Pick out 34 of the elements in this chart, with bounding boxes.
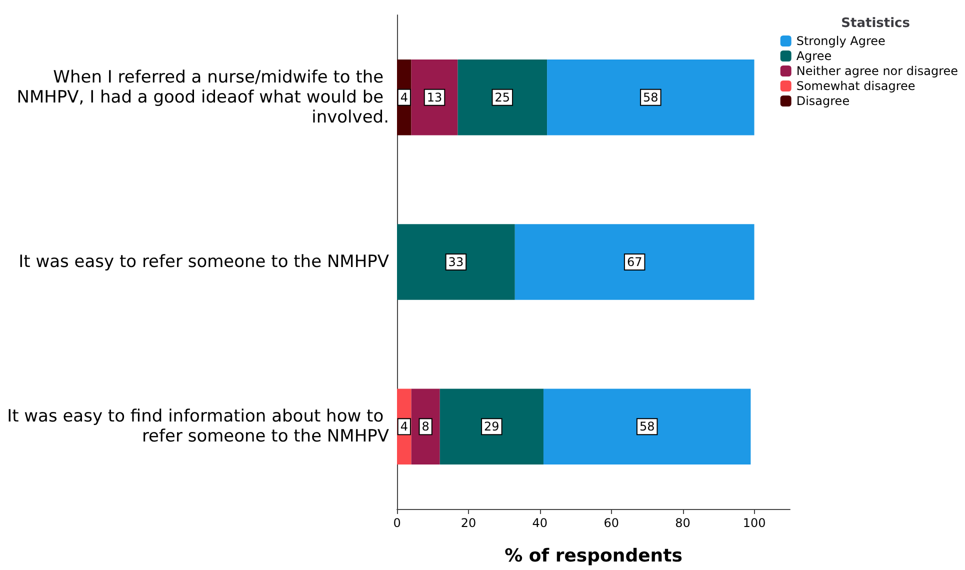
data-label: 25 xyxy=(494,90,510,104)
x-tick-label: 100 xyxy=(742,516,766,530)
data-label: 8 xyxy=(422,420,430,434)
data-label: 33 xyxy=(448,255,464,269)
x-tick-label: 20 xyxy=(460,516,476,530)
bar xyxy=(514,224,754,300)
legend-label: Somewhat disagree xyxy=(796,79,916,93)
legend-title: Statistics xyxy=(841,16,910,31)
data-label: 58 xyxy=(643,90,658,104)
bar xyxy=(543,388,751,465)
data-label: 4 xyxy=(400,90,408,104)
x-axis-title: % of respondents xyxy=(504,546,682,566)
x-tick-label: 60 xyxy=(604,516,620,530)
legend-label: Strongly Agree xyxy=(796,34,886,48)
legend-label: Agree xyxy=(796,49,832,63)
y-tick-label: It was easy to find information about how to refer someone to the NMHPV xyxy=(7,406,390,447)
data-label: 67 xyxy=(626,255,642,269)
data-label: 13 xyxy=(426,90,442,104)
data-label: 29 xyxy=(484,420,500,434)
x-tick-label: 80 xyxy=(675,516,690,530)
bar xyxy=(547,59,754,136)
bar xyxy=(411,388,440,465)
legend-label: Neither agree nor disagree xyxy=(796,64,958,78)
data-label: 58 xyxy=(639,420,655,434)
y-tick-label: When I referred a nurse/midwife to the NMHPV, I had a good ideaof what would be involved. xyxy=(16,67,389,128)
bar xyxy=(411,59,458,136)
data-label: 4 xyxy=(400,420,408,434)
x-tick-label: 40 xyxy=(532,516,548,530)
legend-label: Disagree xyxy=(796,94,850,108)
bar xyxy=(440,388,544,465)
bar xyxy=(458,59,548,136)
x-tick-label: 0 xyxy=(393,516,401,530)
y-tick-label: It was easy to refer someone to the NMHPV xyxy=(18,252,390,272)
bar xyxy=(397,224,515,300)
